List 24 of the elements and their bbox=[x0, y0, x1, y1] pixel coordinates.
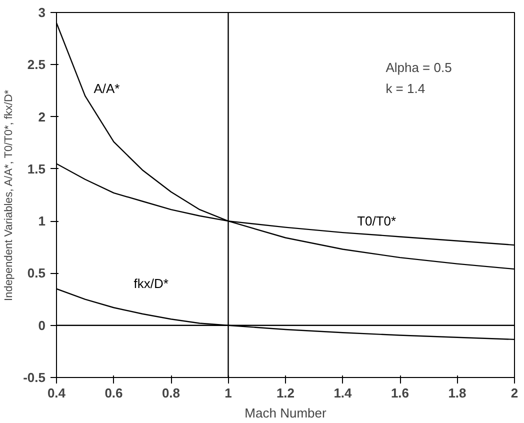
x-tick-label: 0.4 bbox=[47, 386, 66, 400]
y-tick-label: -0.5 bbox=[23, 370, 46, 385]
y-tick-label: 2 bbox=[38, 109, 46, 124]
annotation: k = 1.4 bbox=[386, 80, 426, 96]
y-tick-label: 2.5 bbox=[27, 57, 46, 72]
y-tick-label: 0.5 bbox=[27, 266, 46, 281]
y-tick-label: 3 bbox=[38, 5, 46, 20]
x-tick-label: 0.6 bbox=[104, 386, 123, 400]
x-tick-label: 0.8 bbox=[162, 386, 180, 400]
y-tick-label: 1.5 bbox=[27, 161, 46, 176]
x-tick-label: 1.2 bbox=[276, 386, 295, 400]
series-label: A/A* bbox=[94, 80, 120, 96]
y-axis-title: Independent Variables, A/A*, T0/T0*, fkx/D* bbox=[3, 89, 16, 301]
x-tick-label: 2 bbox=[510, 386, 518, 400]
y-tick-label: 0 bbox=[38, 318, 46, 333]
y-tick-label: 1 bbox=[38, 214, 46, 229]
x-axis-title: Mach Number bbox=[244, 406, 327, 420]
x-tick-label: 1.8 bbox=[448, 386, 466, 400]
x-tick-label: 1 bbox=[224, 386, 232, 400]
x-tick-label: 1.6 bbox=[390, 386, 410, 400]
series-label: fkx/D* bbox=[134, 276, 168, 291]
series-label: T0/T0* bbox=[357, 213, 396, 228]
x-tick-label: 1.4 bbox=[334, 386, 353, 400]
annotation: Alpha = 0.5 bbox=[386, 60, 452, 76]
